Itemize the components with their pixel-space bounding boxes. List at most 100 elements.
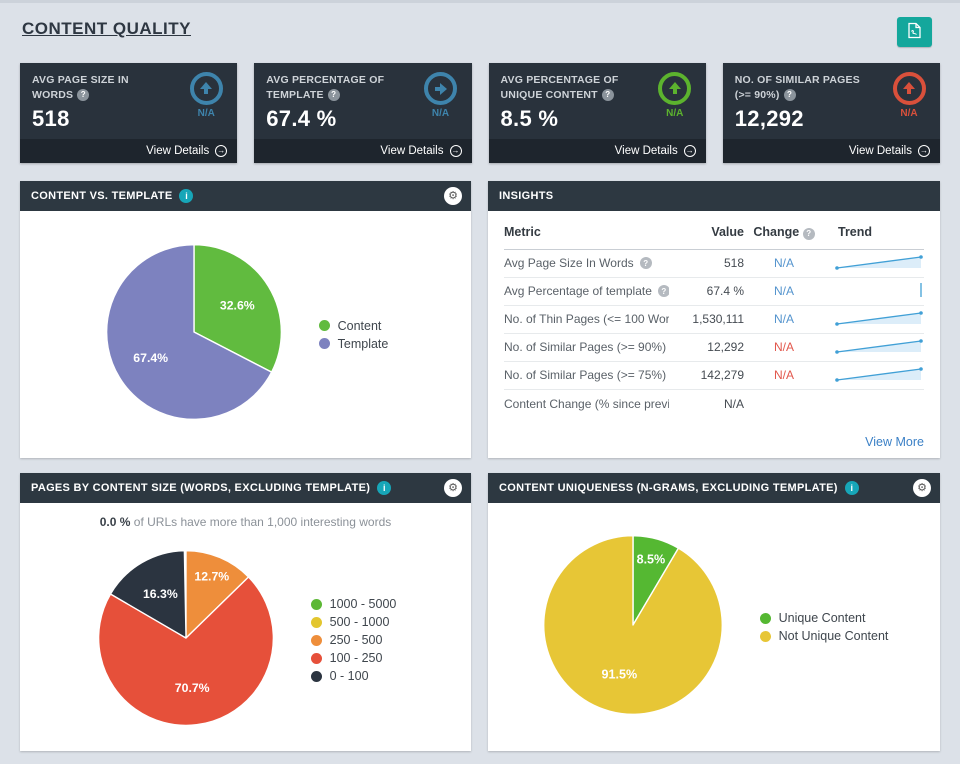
content-uniqueness-pie-chart[interactable]: 8.5% 91.5% (540, 532, 726, 723)
metric-value: 1,530,111 (692, 312, 744, 326)
kpi-card-avg-pct-unique-content: AVG PERCENTAGE OF UNIQUE CONTENT? 8.5 % … (488, 63, 706, 163)
metric-value: 12,292 (707, 340, 744, 354)
help-icon[interactable]: ? (77, 89, 90, 102)
pie-slice-not-unique-content[interactable] (542, 534, 723, 715)
pie-slice-0-100[interactable] (109, 549, 187, 639)
view-details-link[interactable]: View Details → (254, 139, 472, 163)
legend-color-dot (310, 634, 322, 646)
legend-item-not-unique-content[interactable]: Not Unique Content (759, 629, 888, 643)
pie-slice-content[interactable] (192, 243, 282, 373)
help-icon[interactable]: ? (639, 257, 652, 269)
trend-sparkline (835, 254, 923, 270)
legend-item-template[interactable]: Template (318, 337, 388, 351)
info-icon[interactable]: i (844, 481, 859, 495)
trend-sparkline (835, 310, 923, 326)
view-details-link[interactable]: View Details → (20, 139, 238, 163)
kpi-label: AVG PAGE SIZE IN WORDS (32, 74, 129, 102)
trend-sparkline (920, 282, 922, 297)
file-pdf-icon (907, 22, 922, 42)
metric-trend (824, 280, 924, 303)
legend-label: 500 - 1000 (329, 615, 390, 629)
pie-slice-label: 67.4% (133, 351, 168, 365)
legend-item-500-1000[interactable]: 500 - 1000 (310, 615, 397, 629)
help-icon[interactable]: ? (657, 285, 669, 297)
info-icon[interactable]: i (179, 189, 194, 203)
metric-change: N/A (773, 284, 794, 298)
chart-subtitle: 0.0 % of URLs have more than 1,000 inter… (99, 515, 392, 529)
kpi-value: 67.4 % (266, 106, 337, 132)
pie-slice-250-500[interactable] (184, 549, 249, 639)
metric-trend (824, 308, 924, 331)
arrow-right-circle-icon: → (918, 145, 930, 157)
panel-content-vs-template: CONTENT VS. TEMPLATE i ⚙ 32.6% 67.4% Cont… (20, 181, 471, 458)
view-details-link[interactable]: View Details → (722, 139, 940, 163)
kpi-label: AVG PERCENTAGE OF UNIQUE CONTENT (500, 74, 619, 102)
metric-label: No. of Similar Pages (>= 90%) (504, 340, 667, 354)
arrow-up-circle-icon (658, 72, 692, 105)
insights-row: No. of Thin Pages (<= 100 Wor...?1,530,1… (504, 306, 924, 334)
panel-pages-by-content-size: PAGES BY CONTENT SIZE (WORDS, EXCLUDING … (20, 473, 471, 751)
gear-icon[interactable]: ⚙ (444, 187, 462, 205)
gear-icon[interactable]: ⚙ (444, 479, 462, 497)
kpi-na-label: N/A (666, 108, 684, 119)
view-details-label: View Details (848, 145, 912, 157)
content-vs-template-pie-chart[interactable]: 32.6% 67.4% (103, 241, 285, 428)
pie-slice-template[interactable] (105, 243, 272, 420)
column-trend: Trend (838, 225, 873, 240)
gear-icon[interactable]: ⚙ (913, 479, 931, 497)
kpi-body: NO. OF SIMILAR PAGES (>= 90%)? 12,292 N/… (723, 63, 940, 139)
legend-item-0-100[interactable]: 0 - 100 (310, 669, 397, 683)
legend-color-dot (310, 598, 322, 610)
legend-item-content[interactable]: Content (318, 319, 389, 333)
help-icon[interactable]: ? (783, 89, 796, 102)
legend-item-100-250[interactable]: 100 - 250 (310, 651, 397, 665)
view-more-link[interactable]: View More (865, 435, 924, 449)
kpi-trend-indicator: N/A (184, 72, 228, 119)
metric-label: No. of Similar Pages (>= 75%) (504, 368, 667, 382)
kpi-label: AVG PERCENTAGE OF TEMPLATE (266, 74, 385, 102)
insights-table: Metric Value Change ? Trend Avg Page Siz… (488, 211, 940, 458)
kpi-trend-indicator: N/A (887, 72, 931, 119)
panel-title: PAGES BY CONTENT SIZE (WORDS, EXCLUDING … (31, 482, 371, 494)
column-change: Change ? (744, 225, 824, 240)
help-icon[interactable]: ? (802, 227, 815, 240)
kpi-card-avg-pct-template: AVG PERCENTAGE OF TEMPLATE? 67.4 % N/A V… (254, 63, 472, 163)
panel-title: INSIGHTS (499, 190, 554, 202)
pages-by-content-size-pie-chart[interactable]: 12.7% 70.7% 16.3% (95, 547, 277, 734)
info-icon[interactable]: i (377, 481, 392, 495)
metric-trend (824, 252, 924, 275)
kpi-trend-indicator: N/A (653, 72, 697, 119)
pie-slice-label: 70.7% (174, 680, 209, 694)
kpi-value: 12,292 (734, 106, 804, 132)
metric-label: No. of Thin Pages (<= 100 Wor... (504, 312, 669, 326)
legend-item-unique-content[interactable]: Unique Content (759, 611, 889, 625)
metric-change: N/A (773, 312, 794, 326)
kpi-label: NO. OF SIMILAR PAGES (>= 90%) (734, 74, 860, 102)
kpi-card-avg-page-size: AVG PAGE SIZE IN WORDS? 518 N/A View Det… (20, 63, 238, 163)
panel-header: CONTENT VS. TEMPLATE i ⚙ (20, 181, 471, 211)
export-pdf-button[interactable] (897, 17, 932, 47)
view-details-label: View Details (614, 145, 678, 157)
kpi-body: AVG PAGE SIZE IN WORDS? 518 N/A (20, 63, 237, 139)
pie-slice-label: 12.7% (194, 569, 229, 583)
kpi-na-label: N/A (197, 108, 215, 119)
legend-item-250-500[interactable]: 250 - 500 (310, 633, 397, 647)
help-icon[interactable]: ? (327, 89, 340, 102)
panel-title: CONTENT VS. TEMPLATE (31, 190, 173, 202)
view-details-link[interactable]: View Details → (488, 139, 706, 163)
legend-item-1000-5000[interactable]: 1000 - 5000 (310, 597, 396, 611)
kpi-trend-indicator: N/A (419, 72, 463, 119)
help-icon[interactable]: ? (601, 89, 614, 102)
chart-legend: Unique Content Not Unique Content (759, 607, 889, 647)
metric-change: N/A (773, 256, 794, 270)
kpi-card-similar-pages-90: NO. OF SIMILAR PAGES (>= 90%)? 12,292 N/… (722, 63, 940, 163)
pie-slice-100-250[interactable] (97, 575, 274, 726)
legend-color-dot (310, 616, 322, 628)
metric-label: Avg Page Size In Words (504, 256, 634, 270)
column-value: Value (711, 225, 744, 240)
kpi-body: AVG PERCENTAGE OF TEMPLATE? 67.4 % N/A (254, 63, 471, 139)
metric-change: N/A (773, 368, 794, 382)
legend-color-dot (318, 320, 330, 331)
